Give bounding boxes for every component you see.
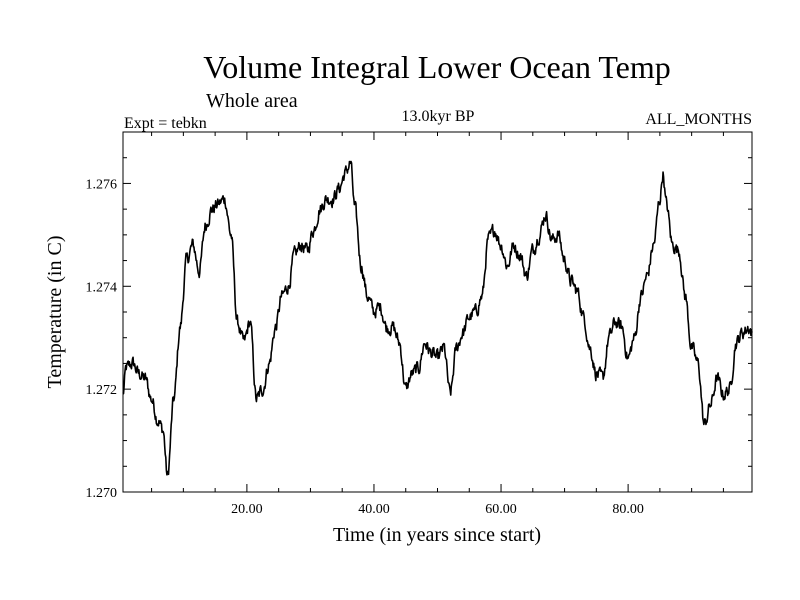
x-tick-label: 20.00	[231, 502, 263, 517]
y-tick-label: 1.272	[86, 383, 118, 398]
tick-labels: 20.00 40.00 60.00 80.00 1.270 1.272 1.274 1.276	[86, 177, 644, 517]
x-tick-label: 60.00	[485, 502, 517, 517]
series-group	[122, 160, 753, 476]
y-tick-label: 1.270	[86, 486, 118, 501]
series-line	[122, 160, 753, 476]
y-tick-label: 1.276	[86, 177, 118, 192]
axis-ticks	[123, 131, 752, 493]
x-tick-label: 80.00	[612, 502, 644, 517]
x-tick-label: 40.00	[358, 502, 390, 517]
experiment-label: Expt = tebkn	[124, 115, 207, 132]
chart-subtitle: Whole area	[206, 90, 298, 112]
y-tick-label: 1.274	[86, 280, 118, 295]
y-axis-label: Temperature (in C)	[44, 236, 66, 389]
x-axis-label: Time (in years since start)	[333, 524, 541, 546]
chart-title: Volume Integral Lower Ocean Temp	[203, 49, 671, 85]
plot-frame	[122, 131, 753, 493]
months-label: ALL_MONTHS	[645, 111, 752, 128]
period-label: 13.0kyr BP	[402, 108, 475, 125]
